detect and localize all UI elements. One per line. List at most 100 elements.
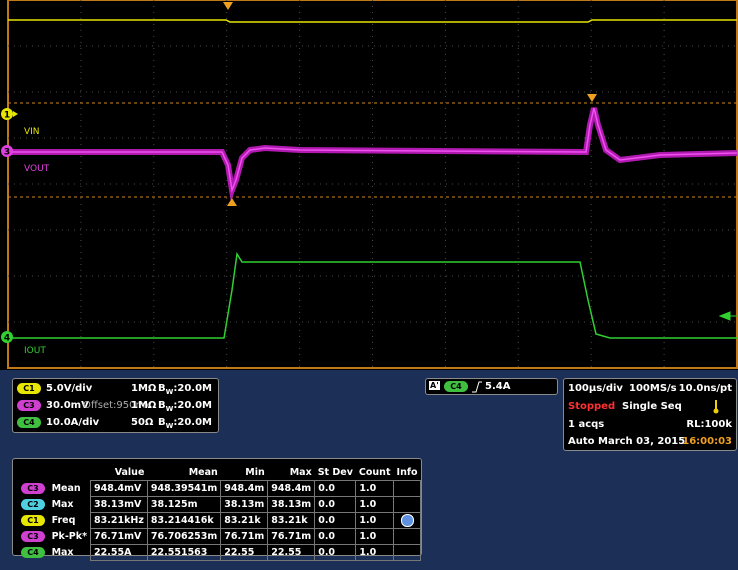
- measurement-badge: C2: [21, 499, 45, 510]
- measurement-cell: 76.706253m: [147, 529, 220, 545]
- trigger-mode: Auto: [568, 436, 595, 447]
- column-header: Value: [91, 465, 148, 481]
- measurement-name: Freq: [49, 513, 91, 529]
- bw-value: :20.0M: [173, 417, 212, 428]
- trigger-level: 5.4A: [485, 381, 510, 392]
- channel-badge: C4: [17, 417, 41, 428]
- measurement-badge: C3: [21, 531, 45, 542]
- bw-value: :20.0M: [173, 400, 212, 411]
- channel-badge: C1: [17, 383, 41, 394]
- info-cell: [394, 529, 421, 545]
- measurement-cell: 38.13mV: [91, 497, 148, 513]
- graticule: 1 VIN 3 VOUT 4 IOUT: [0, 0, 738, 370]
- channel-impedance: 50Ω: [131, 417, 153, 428]
- measurement-row: C2Max38.13mV38.125m38.13m38.13m0.01.0: [19, 497, 421, 513]
- measurement-cell: 83.21k: [268, 513, 315, 529]
- info-icon: [401, 514, 414, 527]
- measurement-cell: 1.0: [356, 513, 394, 529]
- measurement-cell: 22.551563: [147, 545, 220, 561]
- channel-scale: 10.0A/div: [46, 417, 99, 428]
- measurement-cell: 948.39541m: [147, 481, 220, 497]
- measurement-panel[interactable]: ValueMeanMinMaxSt DevCountInfoC3Mean948.…: [12, 458, 422, 556]
- header-spacer: [19, 465, 91, 481]
- measurement-row: C1Freq83.21kHz83.214416k83.21k83.21k0.01…: [19, 513, 421, 529]
- vout-label: VOUT: [24, 164, 50, 174]
- measurement-cell: 83.21k: [221, 513, 268, 529]
- measurement-cell: 38.13m: [221, 497, 268, 513]
- ch3-marker-label: 3: [4, 148, 10, 158]
- measurement-name: Pk-Pk*: [49, 529, 91, 545]
- date: March 03, 2015: [598, 436, 685, 447]
- trigger-ref: A': [429, 381, 440, 390]
- sample-rate: 100MS/s: [629, 383, 677, 394]
- record-length: RL:100k: [686, 419, 732, 430]
- info-cell: [394, 545, 421, 561]
- trigger-channel: C4: [444, 381, 468, 392]
- column-header: Count: [356, 465, 394, 481]
- thermometer-icon: [713, 400, 719, 414]
- badge-cell: C4: [19, 545, 49, 561]
- measurement-cell: 0.0: [315, 513, 356, 529]
- measurement-cell: 83.21kHz: [91, 513, 148, 529]
- measurement-row: C3Pk-Pk*76.71mV76.706253m76.71m76.71m0.0…: [19, 529, 421, 545]
- resolution: 10.0ns/pt: [679, 383, 732, 394]
- measurement-cell: 22.55A: [91, 545, 148, 561]
- measurement-cell: 0.0: [315, 529, 356, 545]
- measurement-badge: C4: [21, 547, 45, 558]
- column-header: St Dev: [315, 465, 356, 481]
- trigger-panel[interactable]: A' C4 5.4A: [425, 378, 558, 395]
- measurement-name: Max: [49, 545, 91, 561]
- acq-status: Stopped: [568, 401, 615, 412]
- header-row: ValueMeanMinMaxSt DevCountInfo: [19, 465, 421, 481]
- time: 16:00:03: [682, 436, 732, 447]
- slope-icon: [471, 381, 483, 393]
- channel-bandwidth: BW:20.0M: [158, 417, 212, 430]
- time-scale: 100µs/div: [568, 383, 623, 394]
- bw-symbol: B: [158, 417, 166, 428]
- info-cell: [394, 481, 421, 497]
- badge-cell: C1: [19, 513, 49, 529]
- measurement-table: ValueMeanMinMaxSt DevCountInfoC3Mean948.…: [19, 465, 421, 561]
- channel-bandwidth: BW:20.0M: [158, 400, 212, 413]
- bw-value: :20.0M: [173, 383, 212, 394]
- timebase-panel[interactable]: 100µs/div 100MS/s 10.0ns/pt Stopped Sing…: [563, 378, 737, 451]
- measurement-cell: 38.13m: [268, 497, 315, 513]
- badge-cell: C3: [19, 529, 49, 545]
- measurement-cell: 76.71m: [221, 529, 268, 545]
- column-header: Info: [394, 465, 421, 481]
- measurement-cell: 0.0: [315, 545, 356, 561]
- measurement-cell: 948.4mV: [91, 481, 148, 497]
- measurement-cell: 76.71m: [268, 529, 315, 545]
- iout-label: IOUT: [24, 346, 46, 356]
- measurement-name: Max: [49, 497, 91, 513]
- ch1-marker-label: 1: [4, 111, 10, 121]
- channel-impedance: 1MΩ: [131, 383, 156, 394]
- measurement-cell: 83.214416k: [147, 513, 220, 529]
- measurement-cell: 1.0: [356, 497, 394, 513]
- measurement-cell: 38.125m: [147, 497, 220, 513]
- measurement-cell: 1.0: [356, 481, 394, 497]
- bw-symbol: B: [158, 400, 166, 411]
- column-header: Mean: [147, 465, 220, 481]
- measurement-row: C4Max22.55A22.55156322.5522.550.01.0: [19, 545, 421, 561]
- channel-scale: 5.0V/div: [46, 383, 92, 394]
- measurement-cell: 1.0: [356, 545, 394, 561]
- measurement-cell: 948.4m: [268, 481, 315, 497]
- channel-impedance: 1MΩ: [131, 400, 156, 411]
- badge-cell: C2: [19, 497, 49, 513]
- acqs: 1 acqs: [568, 419, 604, 430]
- channel-panel[interactable]: C15.0V/div1MΩBW:20.0MC330.0mVOffset:950m…: [12, 378, 219, 433]
- column-header: Min: [221, 465, 268, 481]
- column-header: Max: [268, 465, 315, 481]
- acq-mode: Single Seq: [622, 401, 682, 412]
- measurement-badge: C3: [21, 483, 45, 494]
- measurement-cell: 76.71mV: [91, 529, 148, 545]
- vin-label: VIN: [24, 127, 40, 137]
- measurement-cell: 22.55: [221, 545, 268, 561]
- badge-cell: C3: [19, 481, 49, 497]
- ch4-marker-label: 4: [4, 334, 10, 344]
- measurement-cell: 948.4m: [221, 481, 268, 497]
- measurement-cell: 0.0: [315, 497, 356, 513]
- measurement-row: C3Mean948.4mV948.39541m948.4m948.4m0.01.…: [19, 481, 421, 497]
